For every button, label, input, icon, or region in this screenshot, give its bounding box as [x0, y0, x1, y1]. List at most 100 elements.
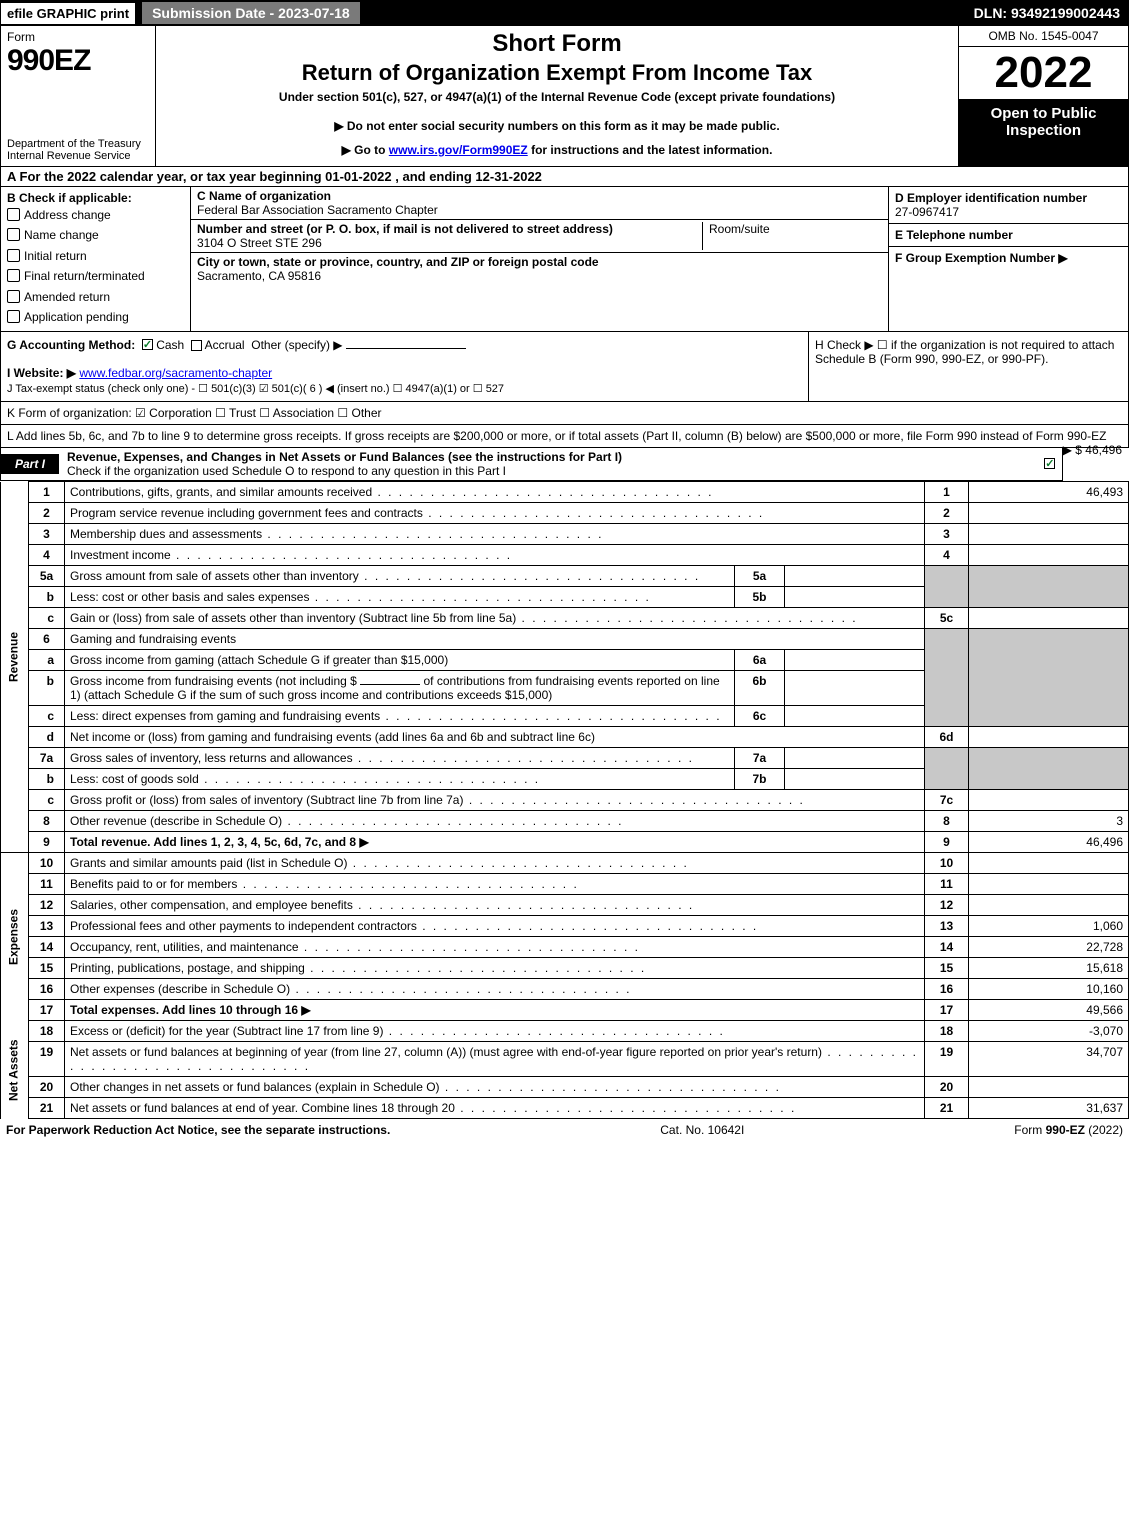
ln17-rn: 17 [925, 1000, 969, 1021]
b-opt-final[interactable]: Final return/terminated [7, 266, 184, 286]
ln14-rn: 14 [925, 937, 969, 958]
ln5c-rn: 5c [925, 608, 969, 629]
ln16-rn: 16 [925, 979, 969, 1000]
ln17-num: 17 [29, 1000, 65, 1021]
ln7b-iv [785, 769, 925, 790]
ln5a-desc: Gross amount from sale of assets other t… [65, 566, 735, 587]
footer-right-post: (2022) [1085, 1123, 1123, 1137]
ln7ab-shade [925, 748, 969, 790]
website-link[interactable]: www.fedbar.org/sacramento-chapter [79, 366, 272, 380]
ln5b-iv [785, 587, 925, 608]
footer-right: Form 990-EZ (2022) [1014, 1123, 1123, 1137]
open-inspection: Open to Public Inspection [959, 99, 1128, 166]
ln13-val: 1,060 [969, 916, 1129, 937]
ln6b-iv [785, 671, 925, 706]
e-cell: E Telephone number [889, 224, 1128, 247]
ln15-num: 15 [29, 958, 65, 979]
b-opt-address[interactable]: Address change [7, 205, 184, 225]
ln2-rn: 2 [925, 503, 969, 524]
ln16-val: 10,160 [969, 979, 1129, 1000]
ln9-num: 9 [29, 832, 65, 853]
g-other-line[interactable] [346, 348, 466, 349]
ln15-rn: 15 [925, 958, 969, 979]
ln21-rn: 21 [925, 1098, 969, 1119]
side-expenses: Expenses [1, 853, 29, 1021]
g-cash-check[interactable] [142, 339, 153, 350]
i-row: I Website: ▶ www.fedbar.org/sacramento-c… [7, 366, 802, 380]
form-header-block: Form 990EZ Department of the Treasury In… [0, 26, 1129, 167]
part1-endcheck[interactable] [1038, 457, 1062, 471]
ln15-desc: Printing, publications, postage, and shi… [65, 958, 925, 979]
b-opt-initial[interactable]: Initial return [7, 246, 184, 266]
bullet-pre: ▶ Go to [342, 143, 389, 157]
ln6c-ib: 6c [735, 706, 785, 727]
lines-table: Revenue 1 Contributions, gifts, grants, … [0, 481, 1129, 1119]
ln12-val [969, 895, 1129, 916]
ln18-val: -3,070 [969, 1021, 1129, 1042]
room-label: Room/suite [709, 222, 770, 236]
ln16-desc: Other expenses (describe in Schedule O) [65, 979, 925, 1000]
ln5ab-shade2 [969, 566, 1129, 608]
ln19-val: 34,707 [969, 1042, 1129, 1077]
ln6b-desc: Gross income from fundraising events (no… [65, 671, 735, 706]
ln1-desc: Contributions, gifts, grants, and simila… [65, 482, 925, 503]
ln9-val: 46,496 [969, 832, 1129, 853]
ln6b-blank[interactable] [360, 684, 420, 685]
ln20-desc: Other changes in net assets or fund bala… [65, 1077, 925, 1098]
ln6-desc: Gaming and fundraising events [65, 629, 925, 650]
g-accrual-check[interactable] [191, 340, 202, 351]
ln8-val: 3 [969, 811, 1129, 832]
ln12-rn: 12 [925, 895, 969, 916]
ln6c-desc: Less: direct expenses from gaming and fu… [65, 706, 735, 727]
c-name-label: C Name of organization [197, 189, 331, 203]
c-addr-label: Number and street (or P. O. box, if mail… [197, 222, 613, 236]
section-b: B Check if applicable: Address change Na… [1, 187, 191, 331]
ln17-text: Total expenses. Add lines 10 through 16 [70, 1003, 298, 1017]
ln5b-num: b [29, 587, 65, 608]
ln4-desc: Investment income [65, 545, 925, 566]
ln4-num: 4 [29, 545, 65, 566]
b-opt-name[interactable]: Name change [7, 225, 184, 245]
ln19-num: 19 [29, 1042, 65, 1077]
ln2-desc: Program service revenue including govern… [65, 503, 925, 524]
part1-title: Revenue, Expenses, and Changes in Net As… [59, 448, 1038, 480]
side-blank [1, 832, 29, 853]
ln11-rn: 11 [925, 874, 969, 895]
ln15-val: 15,618 [969, 958, 1129, 979]
ln20-val [969, 1077, 1129, 1098]
ln13-num: 13 [29, 916, 65, 937]
side-netassets: Net Assets [1, 1021, 29, 1119]
irs-link[interactable]: www.irs.gov/Form990EZ [389, 143, 528, 157]
ln5a-iv [785, 566, 925, 587]
g-accrual: Accrual [205, 338, 245, 352]
b-label: B Check if applicable: [7, 191, 184, 205]
ln6-shade [925, 629, 969, 727]
ln6d-num: d [29, 727, 65, 748]
row-a-taxyear: A For the 2022 calendar year, or tax yea… [0, 167, 1129, 187]
ln4-rn: 4 [925, 545, 969, 566]
ln11-val [969, 874, 1129, 895]
footer-left: For Paperwork Reduction Act Notice, see … [6, 1123, 390, 1137]
ln4-val [969, 545, 1129, 566]
ln7b-desc: Less: cost of goods sold [65, 769, 735, 790]
c-name-row: C Name of organization Federal Bar Assoc… [191, 187, 888, 220]
ln6d-val [969, 727, 1129, 748]
ln9-rn: 9 [925, 832, 969, 853]
ln19-desc: Net assets or fund balances at beginning… [65, 1042, 925, 1077]
ln7c-num: c [29, 790, 65, 811]
ln18-rn: 18 [925, 1021, 969, 1042]
ln3-val [969, 524, 1129, 545]
f-label: F Group Exemption Number ▶ [895, 251, 1068, 265]
ln5c-val [969, 608, 1129, 629]
ln5c-num: c [29, 608, 65, 629]
b-opt-pending[interactable]: Application pending [7, 307, 184, 327]
ln5a-num: 5a [29, 566, 65, 587]
b-opt-amended[interactable]: Amended return [7, 287, 184, 307]
ln11-num: 11 [29, 874, 65, 895]
form-title: Return of Organization Exempt From Incom… [166, 60, 948, 86]
ln6b-ib: 6b [735, 671, 785, 706]
footer-mid: Cat. No. 10642I [660, 1123, 744, 1137]
c-city-label: City or town, state or province, country… [197, 255, 599, 269]
section-b-to-f: B Check if applicable: Address change Na… [0, 187, 1129, 332]
section-def: D Employer identification number 27-0967… [888, 187, 1128, 331]
